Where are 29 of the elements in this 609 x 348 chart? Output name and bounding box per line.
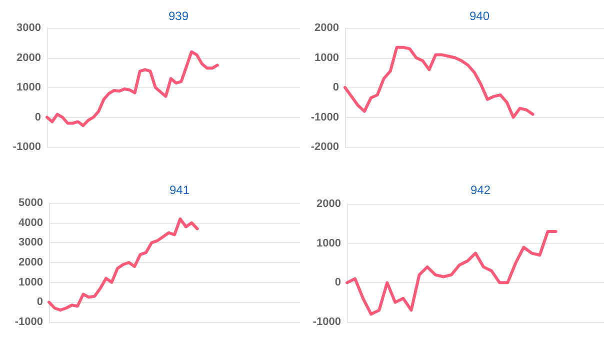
line-series xyxy=(46,50,219,128)
y-tick-label: -1000 xyxy=(12,141,41,153)
y-tick-label: 0 xyxy=(332,82,339,94)
y-tick-label: 2000 xyxy=(316,198,341,210)
y-tick-label: 1000 xyxy=(316,237,341,250)
line-series xyxy=(48,217,199,312)
y-tick-label: 2000 xyxy=(16,52,41,64)
y-tick-label: 3000 xyxy=(16,22,41,34)
y-tick-label: -1000 xyxy=(310,111,339,124)
y-tick-label: 2000 xyxy=(18,256,43,268)
y-tick-label: 2000 xyxy=(314,22,339,34)
y-tick-label: 1000 xyxy=(18,276,43,288)
y-tick-label: -1000 xyxy=(14,316,43,328)
y-tick-label: 1000 xyxy=(314,52,339,64)
chart-title: 939 xyxy=(168,9,189,23)
line-series xyxy=(346,230,558,316)
line-series xyxy=(344,46,534,119)
y-tick-label: 0 xyxy=(34,111,41,124)
chart-title: 942 xyxy=(470,183,491,197)
y-tick-label: 5000 xyxy=(18,197,43,209)
y-tick-label: -2000 xyxy=(310,141,339,153)
y-tick-label: -1000 xyxy=(312,316,341,328)
y-tick-label: 0 xyxy=(36,296,43,308)
y-tick-label: 1000 xyxy=(16,82,41,94)
chart-title: 941 xyxy=(169,183,190,197)
y-tick-label: 0 xyxy=(334,276,341,289)
y-tick-label: 3000 xyxy=(18,236,43,249)
chart-title: 940 xyxy=(469,9,490,23)
y-tick-label: 4000 xyxy=(18,216,43,229)
